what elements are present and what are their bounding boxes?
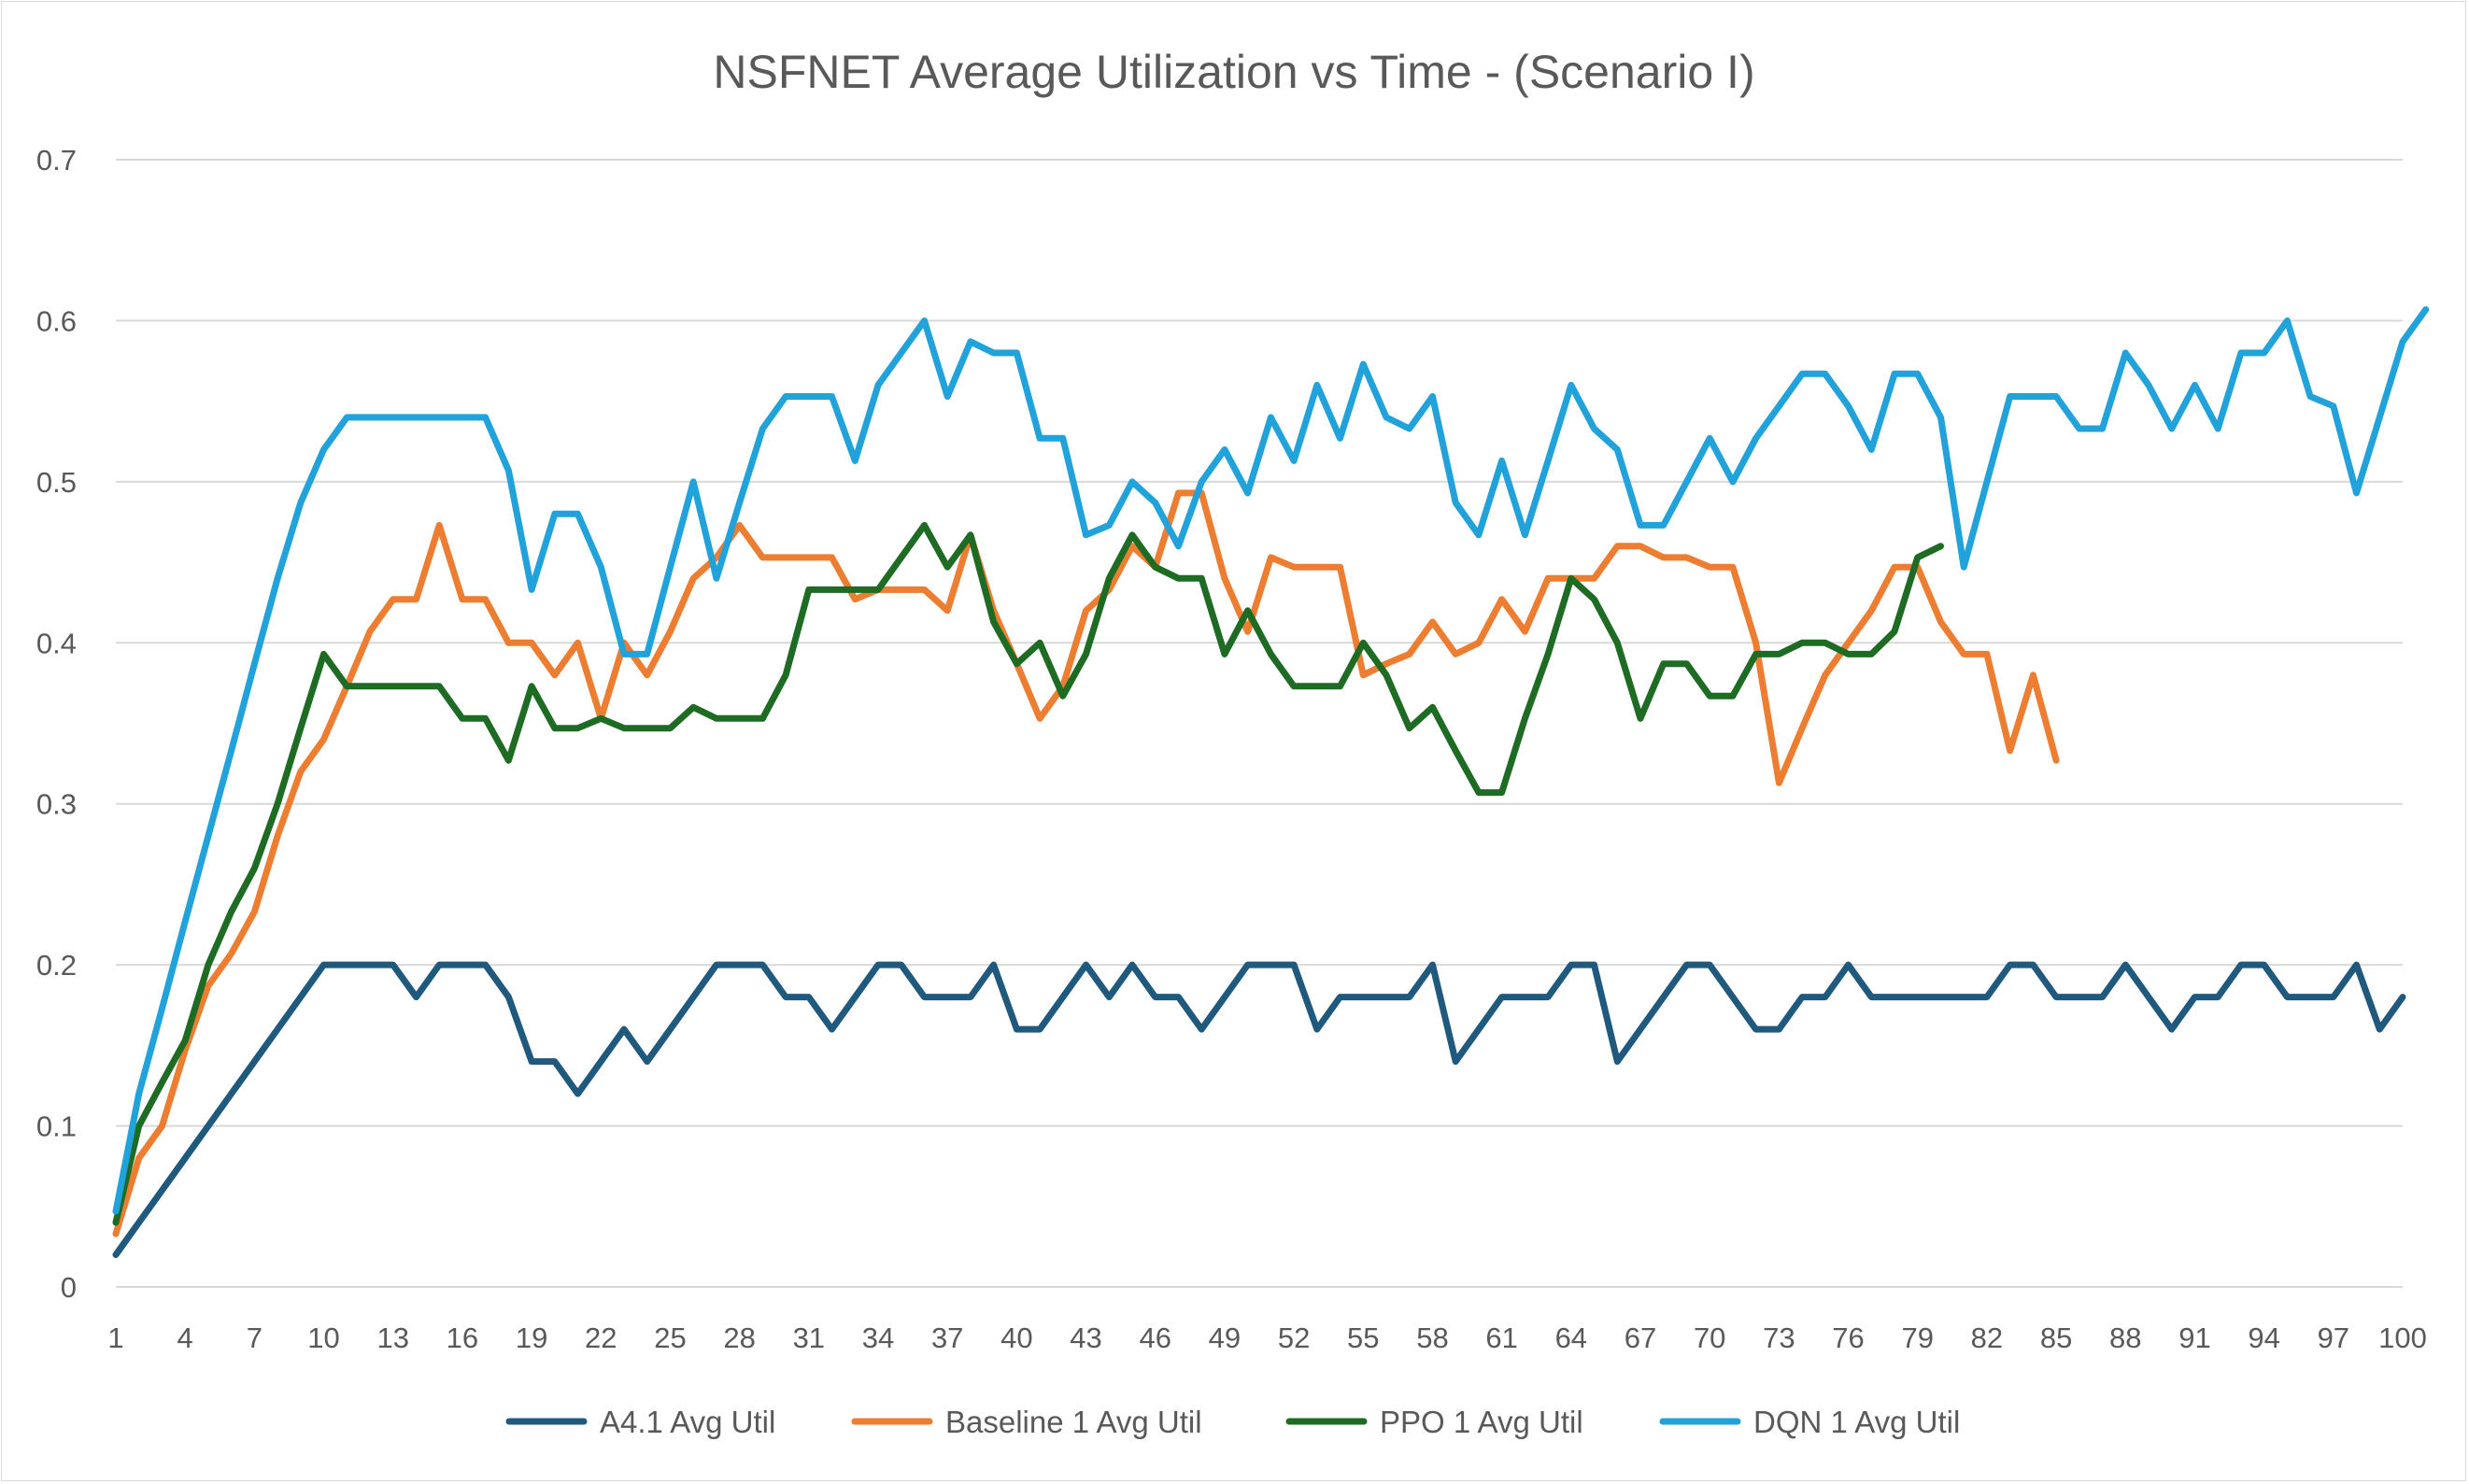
legend-label: DQN 1 Avg Util xyxy=(1753,1405,1960,1439)
x-tick-label: 73 xyxy=(1763,1321,1795,1354)
x-tick-label: 67 xyxy=(1625,1321,1656,1354)
x-tick-label: 82 xyxy=(1971,1321,2003,1354)
y-tick-label: 0.1 xyxy=(36,1110,77,1143)
x-tick-label: 4 xyxy=(177,1321,193,1354)
x-tick-label: 43 xyxy=(1070,1321,1101,1354)
x-tick-label: 64 xyxy=(1555,1321,1587,1354)
x-tick-label: 46 xyxy=(1139,1321,1171,1354)
x-tick-label: 55 xyxy=(1347,1321,1379,1354)
x-tick-label: 31 xyxy=(793,1321,825,1354)
x-tick-label: 58 xyxy=(1416,1321,1448,1354)
x-axis-tick-labels: 1 4 7 10 13 16 19 22 25 28 31 34 37 40 43 46 49 52 55 58 61 6… xyxy=(107,1321,2426,1354)
legend-label: A4.1 Avg Util xyxy=(600,1405,775,1439)
x-tick-label: 34 xyxy=(862,1321,894,1354)
x-tick-label: 25 xyxy=(654,1321,686,1354)
y-tick-label: 0 xyxy=(61,1271,77,1304)
y-tick-label: 0.3 xyxy=(36,788,77,821)
x-tick-label: 100 xyxy=(2378,1321,2427,1354)
x-tick-label: 40 xyxy=(1000,1321,1032,1354)
y-tick-label: 0.5 xyxy=(36,466,77,499)
x-tick-label: 1 xyxy=(107,1321,123,1354)
x-tick-label: 10 xyxy=(307,1321,339,1354)
legend: A4.1 Avg Util Baseline 1 Avg Util PPO 1 Av… xyxy=(505,1405,1960,1439)
gridlines xyxy=(116,159,2403,1288)
y-tick-label: 0.6 xyxy=(36,304,77,337)
x-tick-label: 70 xyxy=(1694,1321,1725,1354)
legend-label: PPO 1 Avg Util xyxy=(1380,1405,1583,1439)
x-tick-label: 22 xyxy=(585,1321,617,1354)
x-tick-label: 91 xyxy=(2178,1321,2210,1354)
y-axis-tick-labels: 0 0.1 0.2 0.3 0.4 0.5 0.6 0.7 xyxy=(36,144,77,1304)
x-tick-label: 28 xyxy=(723,1321,755,1354)
x-tick-label: 76 xyxy=(1832,1321,1864,1354)
x-tick-label: 52 xyxy=(1278,1321,1310,1354)
legend-label: Baseline 1 Avg Util xyxy=(945,1405,1202,1439)
x-tick-label: 97 xyxy=(2318,1321,2349,1354)
y-tick-label: 0.7 xyxy=(36,144,77,177)
y-tick-label: 0.2 xyxy=(36,949,77,982)
x-tick-label: 19 xyxy=(516,1321,547,1354)
x-tick-label: 13 xyxy=(376,1321,408,1354)
series-lines xyxy=(112,305,2430,1258)
y-tick-label: 0.4 xyxy=(36,627,77,659)
x-tick-label: 94 xyxy=(2248,1321,2279,1354)
x-tick-label: 88 xyxy=(2109,1321,2141,1354)
series-line-2 xyxy=(112,521,1944,1226)
series-line-1 xyxy=(112,489,2060,1237)
x-tick-label: 49 xyxy=(1209,1321,1241,1354)
series-line-3 xyxy=(112,305,2430,1215)
x-tick-label: 7 xyxy=(247,1321,263,1354)
x-tick-label: 16 xyxy=(447,1321,478,1354)
x-tick-label: 61 xyxy=(1485,1321,1517,1354)
series-line-0 xyxy=(112,961,2406,1258)
x-tick-label: 79 xyxy=(1901,1321,1933,1354)
x-tick-label: 85 xyxy=(2040,1321,2072,1354)
x-tick-label: 37 xyxy=(931,1321,963,1354)
chart-title: NSFNET Average Utilization vs Time - (Sc… xyxy=(713,46,1754,98)
